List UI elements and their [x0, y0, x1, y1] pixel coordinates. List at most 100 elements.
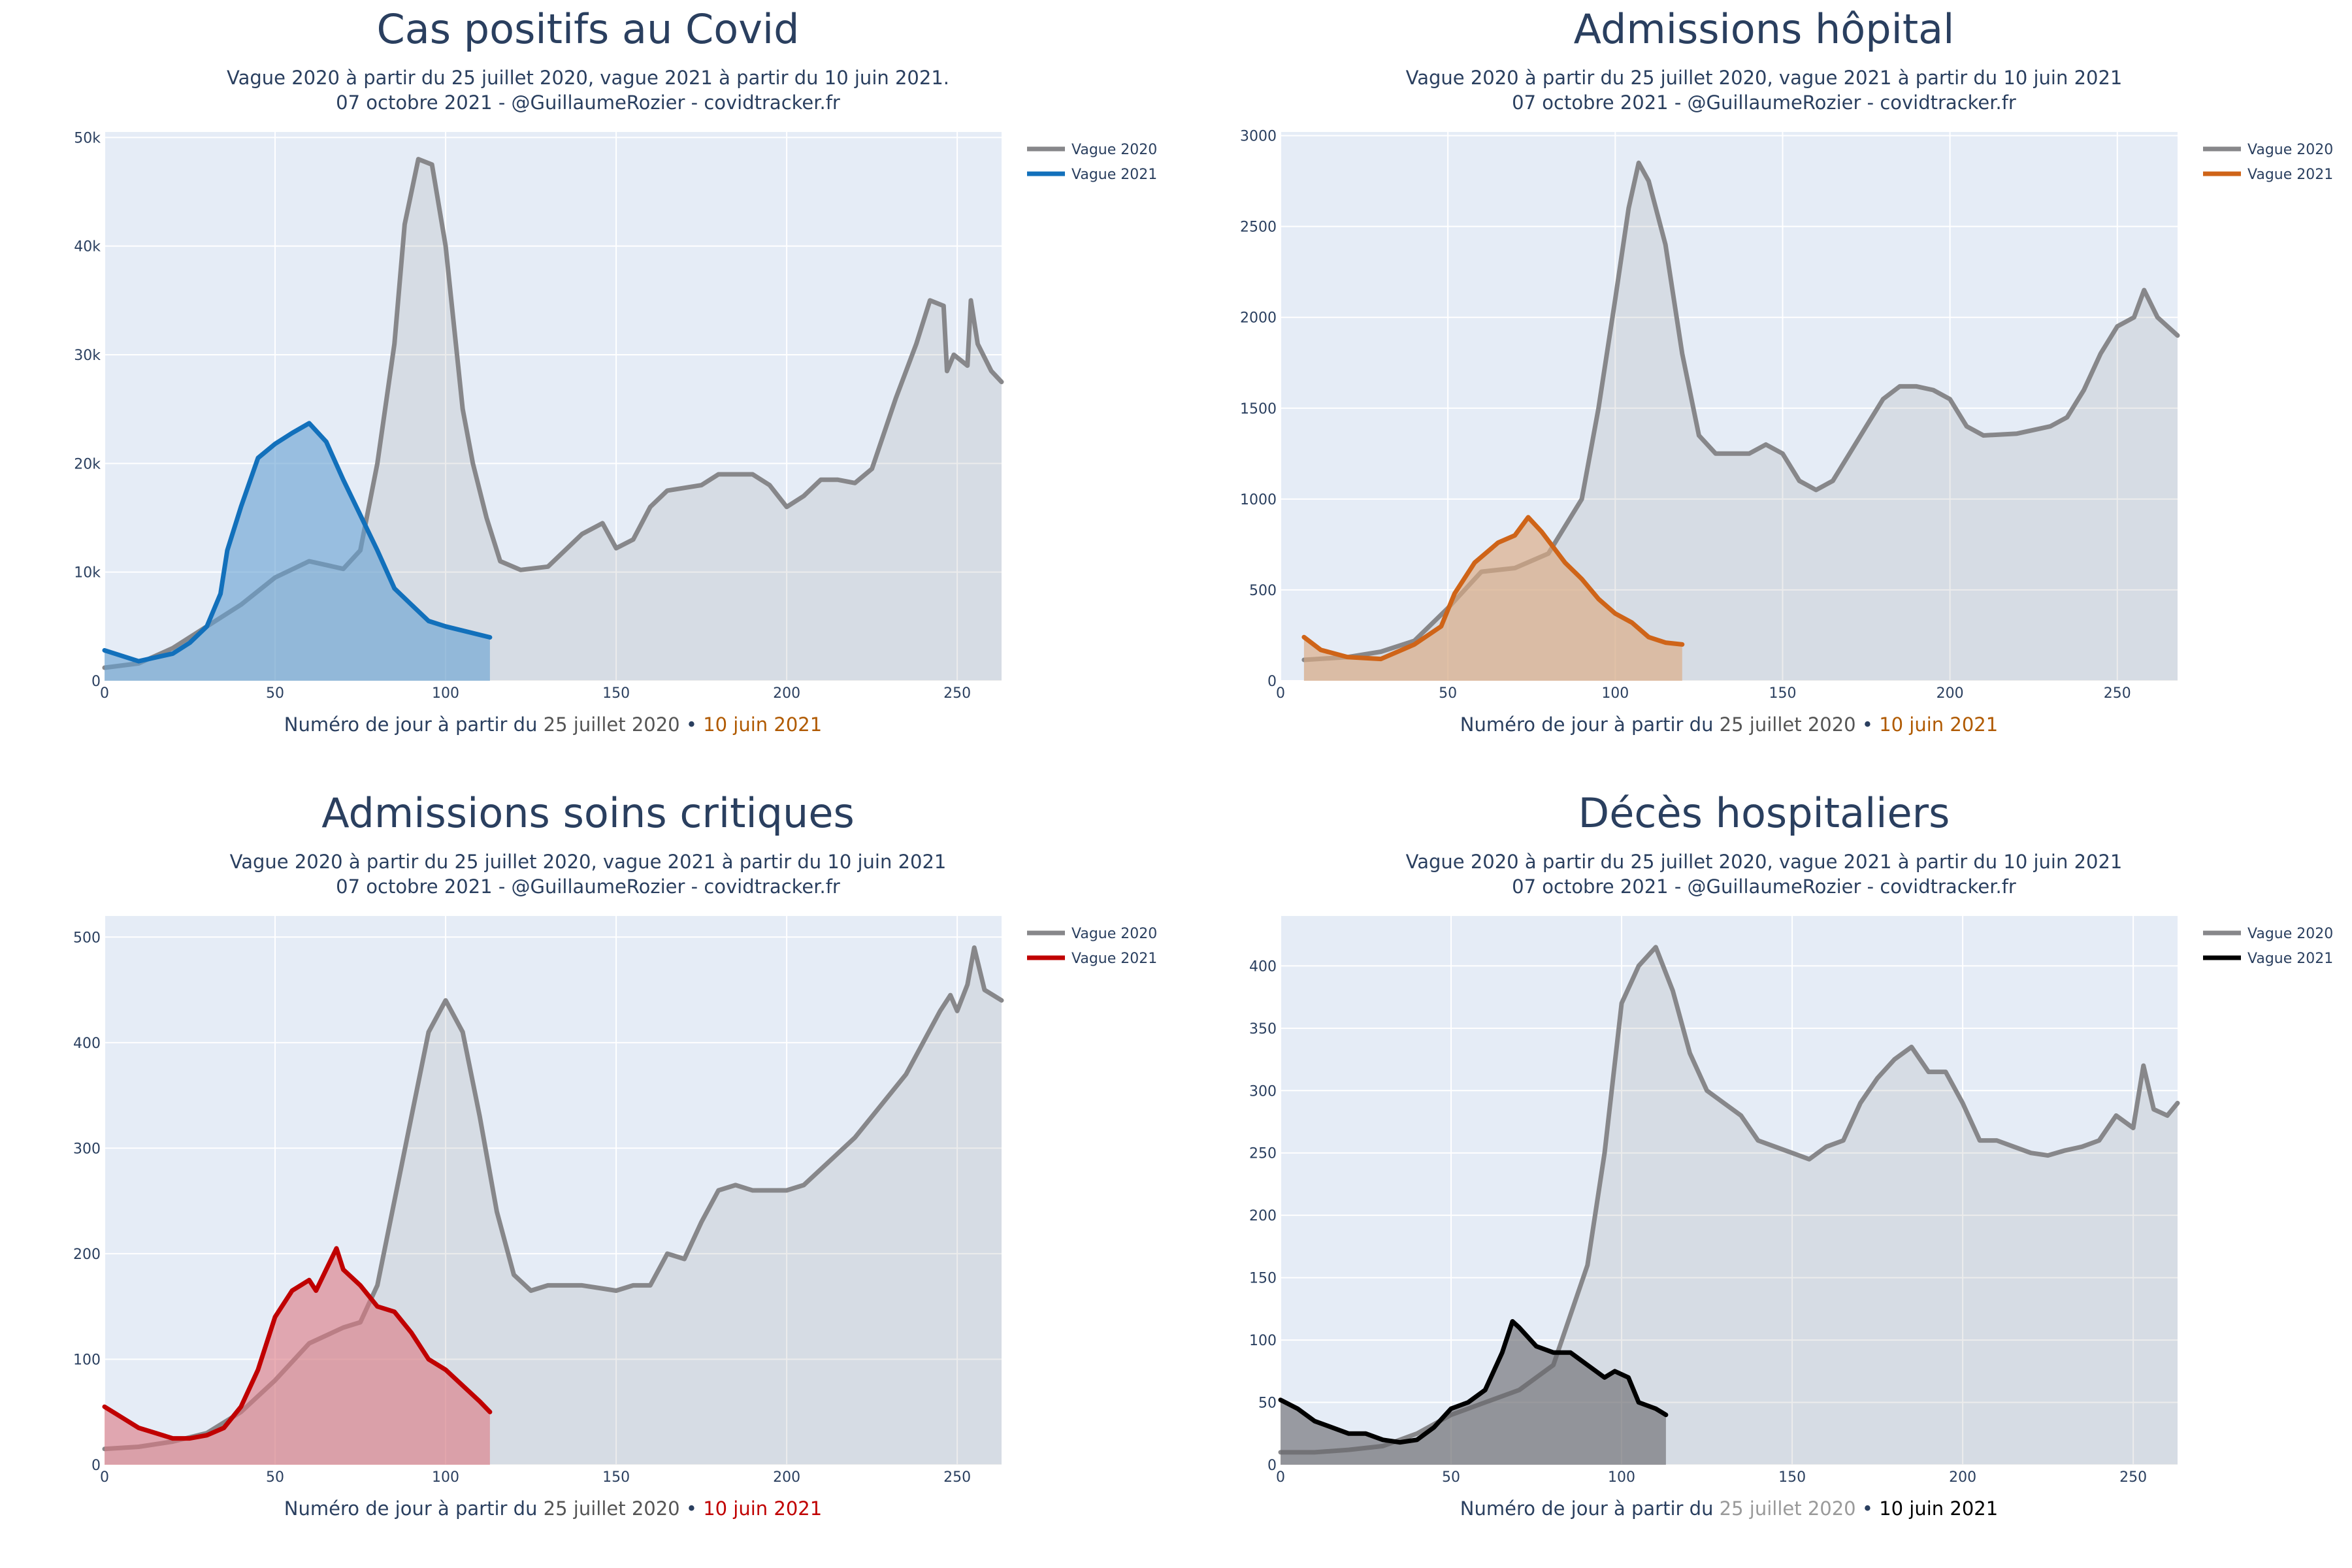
plot-hospital-deaths: 0 50 100 150 200 250 300 350 400 0 50 100 150 200 250 V…	[1249, 916, 2333, 1486]
y-tick-label: 350	[1249, 1021, 1277, 1037]
subtitle-line-2: 07 octobre 2021 - @GuillaumeRozier - cov…	[336, 875, 840, 898]
chart-panel-cases: 0 10k 20k 30k 40k 50k 0 50 100 150 200 250 Vague 202…	[0, 0, 1176, 784]
y-tick-label: 50	[1258, 1396, 1277, 1412]
x-axis-title-separator: •	[1855, 1497, 1880, 1520]
plot-background	[1281, 916, 2178, 1465]
y-tick-label: 500	[1249, 583, 1277, 599]
series-area-vague-2020	[1281, 947, 2178, 1465]
series-area-vague-2021	[1281, 1321, 1666, 1465]
legend-label: Vague 2021	[2247, 951, 2333, 967]
subtitle-line-1: Vague 2020 à partir du 25 juillet 2020, …	[229, 851, 947, 873]
x-tick-label: 100	[1608, 1469, 1635, 1486]
legend-label: Vague 2020	[2247, 142, 2333, 158]
x-axis-title-prefix: Numéro de jour à partir du	[284, 713, 544, 736]
chart-subtitle: Vague 2020 à partir du 25 juillet 2020, …	[0, 849, 1176, 899]
x-tick-label: 50	[1442, 1469, 1460, 1486]
x-tick-label: 200	[773, 1469, 800, 1486]
subtitle-line-1: Vague 2020 à partir du 25 juillet 2020, …	[1405, 851, 2123, 873]
series-area-vague-2021	[105, 423, 490, 681]
x-axis-title-separator: •	[679, 713, 704, 736]
x-axis-title: Numéro de jour à partir du 25 juillet 20…	[1281, 713, 2178, 736]
y-tick-label: 400	[73, 1036, 101, 1052]
series-line-vague-2021	[102, 421, 493, 664]
subtitle-line-2: 07 octobre 2021 - @GuillaumeRozier - cov…	[1512, 875, 2016, 898]
x-axis-title-date-2020: 25 juillet 2020	[1719, 713, 1856, 736]
chart-subtitle: Vague 2020 à partir du 25 juillet 2020, …	[1176, 849, 2352, 899]
y-tick-label: 100	[73, 1352, 101, 1368]
legend-label: Vague 2021	[1071, 167, 1157, 183]
legend-label: Vague 2021	[2247, 167, 2333, 183]
x-tick-label: 50	[1439, 685, 1457, 702]
plot-hospital-admissions: 0 500 1000 1500 2000 2500 3000 0 50 100 150 200 250 V…	[1240, 129, 2333, 702]
y-tick-label: 0	[91, 1458, 101, 1474]
y-tick-label: 0	[1267, 1458, 1277, 1474]
y-tick-label: 1000	[1240, 492, 1277, 508]
x-tick-label: 50	[266, 685, 284, 702]
x-tick-label: 100	[432, 1469, 459, 1486]
x-tick-label: 100	[432, 685, 459, 702]
plot-critical-care: 0 100 200 300 400 500 0 50 100 150 200 250 Vague 202…	[73, 916, 1157, 1486]
subtitle-line-2: 07 octobre 2021 - @GuillaumeRozier - cov…	[1512, 91, 2016, 114]
x-tick-label: 150	[1778, 1469, 1806, 1486]
x-axis-title-date-2021: 10 juin 2021	[1879, 1497, 1999, 1520]
series-area-vague-2021	[105, 1248, 490, 1465]
x-tick-label: 50	[266, 1469, 284, 1486]
y-tick-label: 200	[73, 1247, 101, 1263]
subtitle-line-2: 07 octobre 2021 - @GuillaumeRozier - cov…	[336, 91, 840, 114]
x-tick-label: 250	[2104, 685, 2131, 702]
subtitle-line-1: Vague 2020 à partir du 25 juillet 2020, …	[1405, 67, 2123, 89]
y-tick-label: 200	[1249, 1208, 1277, 1224]
x-tick-label: 150	[1769, 685, 1796, 702]
x-tick-label: 150	[602, 1469, 630, 1486]
y-tick-label: 0	[91, 674, 101, 690]
x-tick-label: 250	[943, 685, 971, 702]
x-tick-label: 100	[1601, 685, 1629, 702]
chart-title: Admissions hôpital	[1573, 5, 1955, 53]
series-line-vague-2021	[102, 1246, 493, 1441]
legend-label: Vague 2021	[1071, 951, 1157, 967]
series-area-vague-2021	[1303, 517, 1682, 681]
series-area-vague-2020	[1303, 163, 2178, 681]
x-tick-label: 250	[2119, 1469, 2147, 1486]
plot-cases: 0 10k 20k 30k 40k 50k 0 50 100 150 200 250 Vague 202…	[74, 130, 1157, 702]
subtitle-line-1: Vague 2020 à partir du 25 juillet 2020, …	[227, 67, 949, 89]
x-axis-title-prefix: Numéro de jour à partir du	[284, 1497, 544, 1520]
legend-label: Vague 2020	[1071, 142, 1157, 158]
x-tick-label: 0	[1276, 685, 1285, 702]
x-axis-title: Numéro de jour à partir du 25 juillet 20…	[1281, 1497, 2178, 1520]
x-tick-label: 200	[1936, 685, 1964, 702]
chart-title: Décès hospitaliers	[1578, 789, 1950, 837]
y-tick-label: 20k	[74, 456, 101, 472]
chart-title: Admissions soins critiques	[321, 789, 855, 837]
chart-title: Cas positifs au Covid	[376, 5, 800, 53]
chart-subtitle: Vague 2020 à partir du 25 juillet 2020, …	[0, 65, 1176, 115]
legend-label: Vague 2020	[1071, 926, 1157, 942]
y-tick-label: 3000	[1240, 129, 1277, 145]
series-line-vague-2021	[1301, 515, 1685, 662]
x-axis-title-separator: •	[679, 1497, 704, 1520]
y-tick-label: 0	[1267, 674, 1277, 690]
chart-panel-hospital-deaths: 0 50 100 150 200 250 300 350 400 0 50 100 150 200 250 V…	[1176, 784, 2352, 1568]
y-tick-label: 500	[73, 930, 101, 946]
x-axis-title-date-2021: 10 juin 2021	[1879, 713, 1999, 736]
x-axis-title-date-2021: 10 juin 2021	[703, 1497, 823, 1520]
x-tick-label: 0	[100, 685, 109, 702]
chart-subtitle: Vague 2020 à partir du 25 juillet 2020, …	[1176, 65, 2352, 115]
y-tick-label: 2000	[1240, 310, 1277, 327]
y-tick-label: 2500	[1240, 220, 1277, 236]
x-axis-title-prefix: Numéro de jour à partir du	[1460, 713, 1720, 736]
x-axis-title: Numéro de jour à partir du 25 juillet 20…	[105, 713, 1002, 736]
x-tick-label: 250	[943, 1469, 971, 1486]
y-tick-label: 150	[1249, 1271, 1277, 1287]
x-axis-title-date-2021: 10 juin 2021	[703, 713, 823, 736]
y-tick-label: 400	[1249, 958, 1277, 975]
x-axis-title-date-2020: 25 juillet 2020	[1719, 1497, 1856, 1520]
chart-panel-hospital-admissions: 0 500 1000 1500 2000 2500 3000 0 50 100 150 200 250 V…	[1176, 0, 2352, 784]
x-tick-label: 0	[100, 1469, 109, 1486]
x-axis-title-separator: •	[1855, 713, 1880, 736]
legend-label: Vague 2020	[2247, 926, 2333, 942]
y-tick-label: 10k	[74, 565, 101, 581]
y-tick-label: 50k	[74, 130, 101, 146]
y-tick-label: 300	[73, 1141, 101, 1157]
chart-panel-critical-care: 0 100 200 300 400 500 0 50 100 150 200 250 Vague 202…	[0, 784, 1176, 1568]
